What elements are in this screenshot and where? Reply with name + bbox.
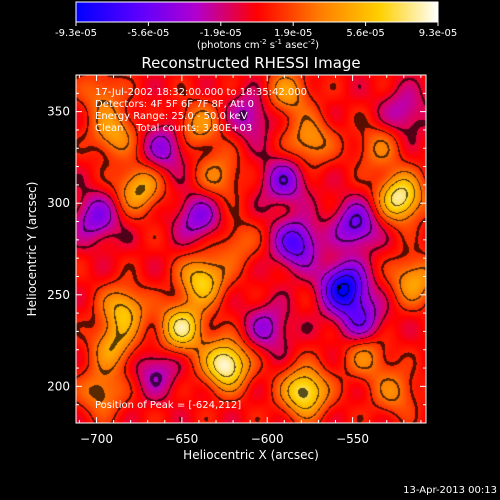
x-tick-label: −600 xyxy=(251,432,284,446)
peak-position-label: Position of Peak = [-624,212] xyxy=(95,400,241,411)
heatmap-image xyxy=(76,75,426,423)
colorbar-tick-label: -5.6e-05 xyxy=(127,28,169,39)
colorbar-gradient xyxy=(76,2,438,22)
colorbar-ticks: -9.3e-05 -5.6e-05 -1.9e-05 1.9e-05 5.6e-05 9.… xyxy=(55,22,457,39)
x-tick-label: −550 xyxy=(336,432,369,446)
colorbar: -9.3e-05 -5.6e-05 -1.9e-05 1.9e-05 5.6e-05 9.… xyxy=(55,1,457,51)
x-axis: −700 −650 −600 −550 xyxy=(78,75,422,446)
annotation-energy: Energy Range: 25.0 - 50.0 keV xyxy=(95,111,248,122)
annotation-counts: Clean Total counts: 3.80E+03 xyxy=(95,123,252,134)
plot-frame xyxy=(75,74,427,424)
minimum-marker xyxy=(336,285,342,290)
y-axis: 200 250 300 350 xyxy=(47,74,426,424)
colorbar-frame xyxy=(75,1,439,23)
y-tick-label: 350 xyxy=(47,105,70,119)
y-tick-label: 300 xyxy=(47,196,70,210)
colorbar-tick-label: 5.6e-05 xyxy=(346,28,384,39)
x-axis-label: Heliocentric X (arcsec) xyxy=(183,448,319,462)
footer-date: 13-Apr-2013 00:13 xyxy=(403,485,497,496)
plot-area xyxy=(76,75,426,423)
y-tick-label: 200 xyxy=(47,379,70,393)
x-tick-label: −650 xyxy=(165,432,198,446)
annotation-block: 17-Jul-2002 18:32:00.000 to 18:35:42.000… xyxy=(95,87,307,134)
colorbar-tick-label: -1.9e-05 xyxy=(200,28,242,39)
colorbar-tick-label: 1.9e-05 xyxy=(274,28,312,39)
chart-title: Reconstructed RHESSI Image xyxy=(141,54,360,72)
y-tick-label: 250 xyxy=(47,288,70,302)
y-axis-label: Heliocentric Y (arcsec) xyxy=(25,182,39,317)
annotation-time: 17-Jul-2002 18:32:00.000 to 18:35:42.000 xyxy=(95,87,307,98)
x-tick-label: −700 xyxy=(80,432,113,446)
annotation-detectors: Detectors: 4F 5F 6F 7F 8F, Att 0 xyxy=(95,99,254,110)
colorbar-units: (photons cm-2 s-1 asec-2) xyxy=(197,38,319,51)
colorbar-tick-label: -9.3e-05 xyxy=(55,28,97,39)
colorbar-tick-label: 9.3e-05 xyxy=(419,28,457,39)
